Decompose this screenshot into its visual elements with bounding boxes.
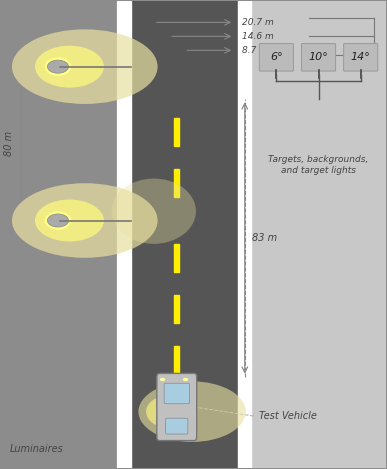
Text: 14.6 m: 14.6 m (242, 32, 274, 41)
Ellipse shape (111, 179, 196, 244)
Text: Luminaires: Luminaires (10, 444, 64, 454)
FancyBboxPatch shape (164, 383, 189, 404)
Bar (117, 1, 252, 468)
Text: 80 m: 80 m (4, 131, 14, 156)
Bar (117, 1, 131, 468)
Bar (175, 295, 179, 323)
Bar (175, 118, 179, 146)
Ellipse shape (35, 199, 104, 242)
FancyBboxPatch shape (301, 44, 336, 71)
Text: 20.7 m: 20.7 m (242, 18, 274, 27)
Ellipse shape (183, 378, 188, 381)
Ellipse shape (160, 378, 165, 381)
Text: 8.7 m: 8.7 m (242, 46, 268, 55)
Ellipse shape (48, 214, 68, 227)
FancyBboxPatch shape (344, 44, 378, 71)
Ellipse shape (146, 395, 192, 428)
Bar (175, 347, 179, 374)
FancyBboxPatch shape (259, 44, 293, 71)
FancyBboxPatch shape (157, 373, 197, 440)
Bar (238, 1, 252, 468)
Bar (175, 169, 179, 197)
Text: Test Vehicle: Test Vehicle (259, 411, 317, 421)
Text: Targets, backgrounds,
and target lights: Targets, backgrounds, and target lights (268, 155, 369, 174)
Bar (175, 244, 179, 272)
Ellipse shape (45, 211, 71, 230)
Bar (252, 1, 385, 468)
Text: 10°: 10° (308, 53, 329, 62)
Ellipse shape (45, 57, 71, 76)
Ellipse shape (139, 381, 246, 442)
FancyBboxPatch shape (166, 418, 188, 434)
Text: 14°: 14° (351, 53, 371, 62)
Ellipse shape (12, 30, 158, 104)
Text: 6°: 6° (270, 53, 283, 62)
Ellipse shape (48, 60, 68, 73)
Ellipse shape (35, 45, 104, 88)
Text: 83 m: 83 m (252, 233, 277, 243)
Ellipse shape (12, 183, 158, 258)
